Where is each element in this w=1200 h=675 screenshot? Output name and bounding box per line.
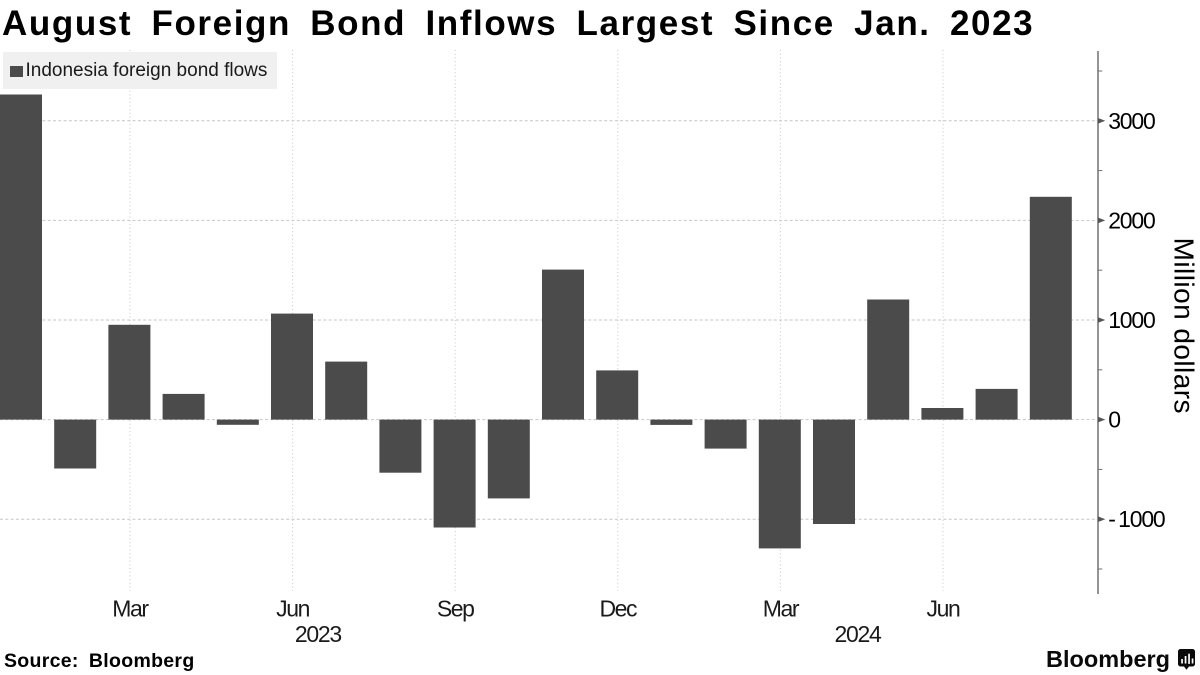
svg-text:Dec: Dec [599,596,637,622]
svg-text:Jun: Jun [927,596,960,622]
svg-text:0: 0 [1108,407,1120,433]
svg-text:Mar: Mar [763,596,800,622]
svg-text:2023: 2023 [295,621,341,647]
svg-text:Million dollars: Million dollars [1169,238,1200,414]
svg-text:1000: 1000 [1108,307,1155,333]
svg-text:2000: 2000 [1108,207,1155,233]
svg-text:-1000: -1000 [1108,506,1165,532]
svg-text:Mar: Mar [112,596,149,622]
svg-text:3000: 3000 [1108,108,1155,134]
svg-text:2024: 2024 [835,621,882,647]
svg-text:Jun: Jun [276,596,309,622]
svg-text:Sep: Sep [437,596,474,622]
